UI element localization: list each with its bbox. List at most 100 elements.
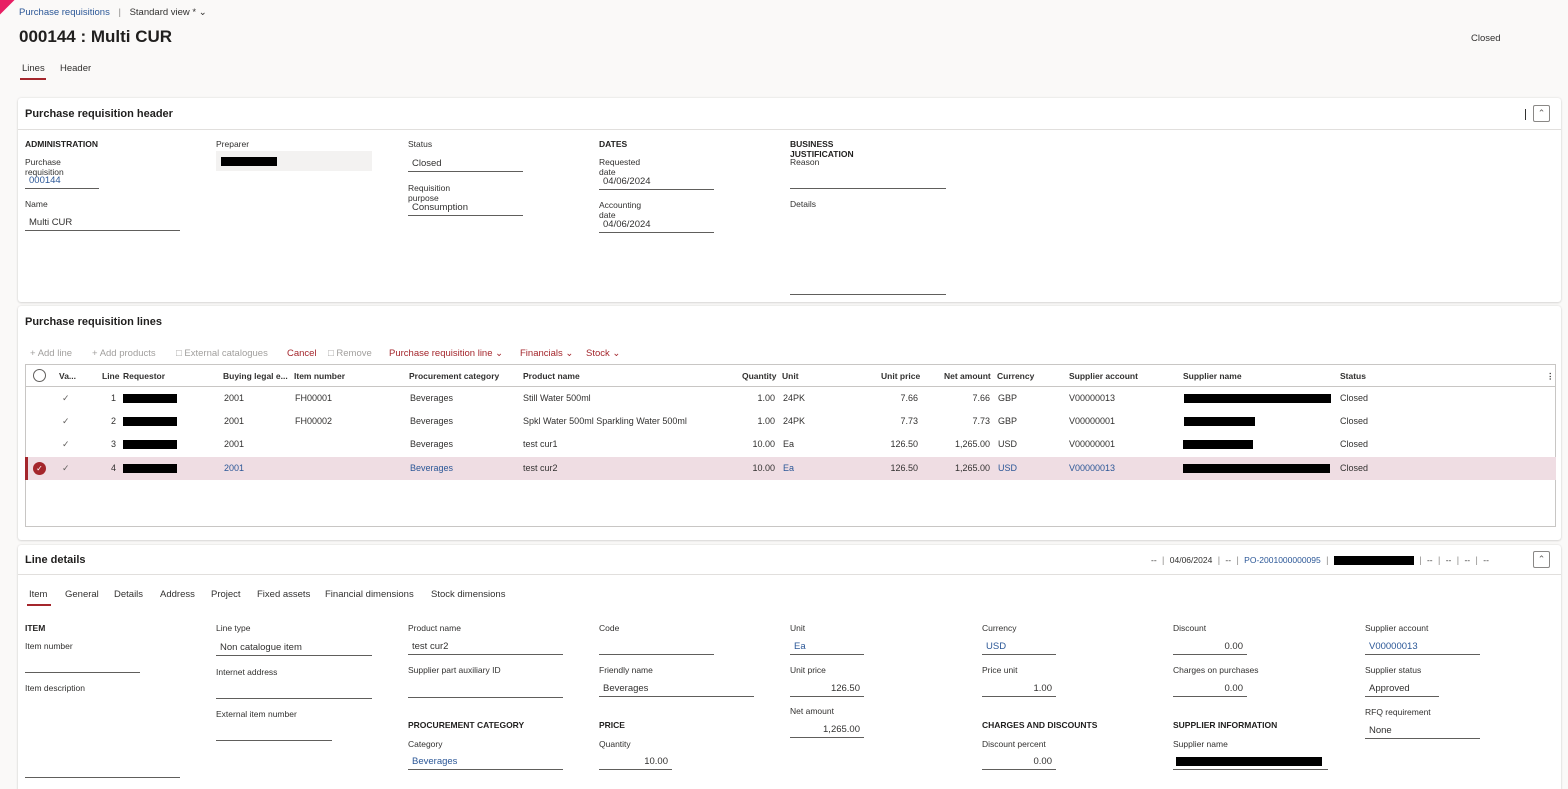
preparer-field[interactable] [216,151,372,171]
collapse-button[interactable]: ⌃ [1533,551,1550,568]
quantity-field[interactable]: 10.00 [599,753,672,770]
tab-general[interactable]: General [65,589,99,600]
cell-product[interactable]: test cur2 [523,463,558,473]
status-field[interactable]: Closed [408,155,523,172]
table-row[interactable]: ✓ 3 2001 Beverages test cur1 10.00 Ea 12… [26,433,1556,456]
chevron-down-icon: ⌄ [565,348,574,359]
net-amount-label: Net amount [790,706,834,716]
cell-qty[interactable]: 10.00 [752,463,775,473]
requested-date-field[interactable]: 04/06/2024 [599,173,714,190]
discount-percent-field[interactable]: 0.00 [982,753,1056,770]
cell-category[interactable]: Beverages [410,463,454,473]
col-requestor[interactable]: Requestor [123,371,166,381]
col-procurement-category[interactable]: Procurement category [409,371,500,381]
add-products-button[interactable]: + Add products [92,348,156,359]
category-field[interactable]: Beverages [408,753,563,770]
remove-button[interactable]: □ Remove [328,348,372,359]
price-unit-field[interactable]: 1.00 [982,680,1056,697]
cell-legal[interactable]: 2001 [224,463,245,473]
cell-unit[interactable]: Ea [783,463,795,473]
row-selected-checkbox[interactable]: ✓ [33,462,46,475]
code-field[interactable] [599,638,714,655]
col-supplier-name[interactable]: Supplier name [1183,371,1242,381]
view-selector[interactable]: Standard view * ⌄ [130,7,207,18]
tab-lines-label: Lines [22,63,45,74]
col-buying-legal[interactable]: Buying legal e... [223,371,288,381]
cell-price[interactable]: 126.50 [890,463,918,473]
cancel-button[interactable]: Cancel [287,348,317,359]
col-valid[interactable]: Va... [59,371,77,381]
discount-field[interactable]: 0.00 [1173,638,1247,655]
product-name-field[interactable]: test cur2 [408,638,563,655]
accounting-date-field[interactable]: 04/06/2024 [599,216,714,233]
table-row-selected[interactable]: ✓ ✓ 4 2001 Beverages test cur2 10.00 Ea … [25,457,1556,480]
item-description-textarea[interactable] [25,696,180,778]
redacted-summary [1333,556,1414,566]
supplier-status-field[interactable]: Approved [1365,680,1439,697]
item-number-label: Item number [25,641,73,651]
supplier-aux-field[interactable] [408,681,563,698]
purchase-order-link[interactable]: PO-2001000000095 [1244,555,1321,565]
add-line-button[interactable]: + Add line [30,348,72,359]
table-row[interactable]: ✓ 1 2001 FH00001 Beverages Still Water 5… [26,387,1556,410]
tab-project[interactable]: Project [211,589,241,600]
internet-address-field[interactable] [216,682,372,699]
unit-field[interactable]: Ea [790,638,864,655]
col-quantity[interactable]: Quantity [742,371,777,381]
cell-supplier: V00000001 [1069,416,1116,426]
col-status[interactable]: Status [1340,371,1366,381]
unit-price-field[interactable]: 126.50 [790,680,864,697]
stock-menu[interactable]: Stock ⌄ [586,348,620,359]
tab-stock-dimensions[interactable]: Stock dimensions [431,589,506,600]
col-product-name[interactable]: Product name [523,371,580,381]
cell-unit: 24PK [783,416,806,426]
rfq-requirement-field[interactable]: None [1365,722,1480,739]
name-label: Name [25,199,48,209]
reason-field[interactable] [790,172,946,189]
column-options-icon[interactable]: ⋮ [1546,371,1555,381]
breadcrumb-link[interactable]: Purchase requisitions [19,7,110,18]
name-field[interactable]: Multi CUR [25,214,180,231]
pr-field[interactable]: 000144 [25,172,99,189]
external-catalogues-button[interactable]: □ External catalogues [176,348,268,359]
tab-item[interactable]: Item [27,589,51,606]
cell-currency[interactable]: USD [998,463,1018,473]
supplier-account-field[interactable]: V00000013 [1365,638,1480,655]
table-row[interactable]: ✓ 2 2001 FH00002 Beverages Spkl Water 50… [26,410,1556,433]
external-item-label: External item number [216,709,297,719]
tab-financial-dimensions[interactable]: Financial dimensions [325,589,414,600]
item-number-field[interactable] [25,656,140,673]
discount-percent-label: Discount percent [982,739,1046,749]
active-tab-underline [20,78,46,80]
col-currency[interactable]: Currency [997,371,1035,381]
financials-menu[interactable]: Financials ⌄ [520,348,573,359]
col-supplier-account[interactable]: Supplier account [1069,371,1138,381]
tab-fixed-assets[interactable]: Fixed assets [257,589,311,600]
purpose-field[interactable]: Consumption [408,199,523,216]
col-net-amount[interactable]: Net amount [944,371,991,381]
tab-lines[interactable]: Lines [20,63,46,80]
col-item-number[interactable]: Item number [294,371,346,381]
details-textarea[interactable] [790,212,946,295]
external-item-field[interactable] [216,724,332,741]
select-all-checkbox[interactable] [33,369,46,382]
charges-field[interactable]: 0.00 [1173,680,1247,697]
pr-line-menu[interactable]: Purchase requisition line ⌄ [389,348,503,359]
net-amount-field[interactable]: 1,265.00 [790,721,864,738]
line-type-field[interactable]: Non catalogue item [216,639,372,656]
line-details-card: Line details ⌃ [18,545,1561,789]
currency-field[interactable]: USD [982,638,1056,655]
product-name-label: Product name [408,623,461,633]
col-unit-price[interactable]: Unit price [881,371,921,381]
col-unit[interactable]: Unit [782,371,799,381]
supplier-name-field[interactable] [1173,753,1328,770]
collapse-button[interactable]: ⌃ [1533,105,1550,122]
friendly-name-field[interactable]: Beverages [599,680,754,697]
tab-header[interactable]: Header [60,63,92,74]
tab-address[interactable]: Address [160,589,195,600]
tab-details[interactable]: Details [114,589,144,600]
cell-net[interactable]: 1,265.00 [954,463,990,473]
separator: | [1419,555,1422,565]
cell-supplier[interactable]: V00000013 [1069,463,1116,473]
col-line[interactable]: Line [102,371,120,381]
